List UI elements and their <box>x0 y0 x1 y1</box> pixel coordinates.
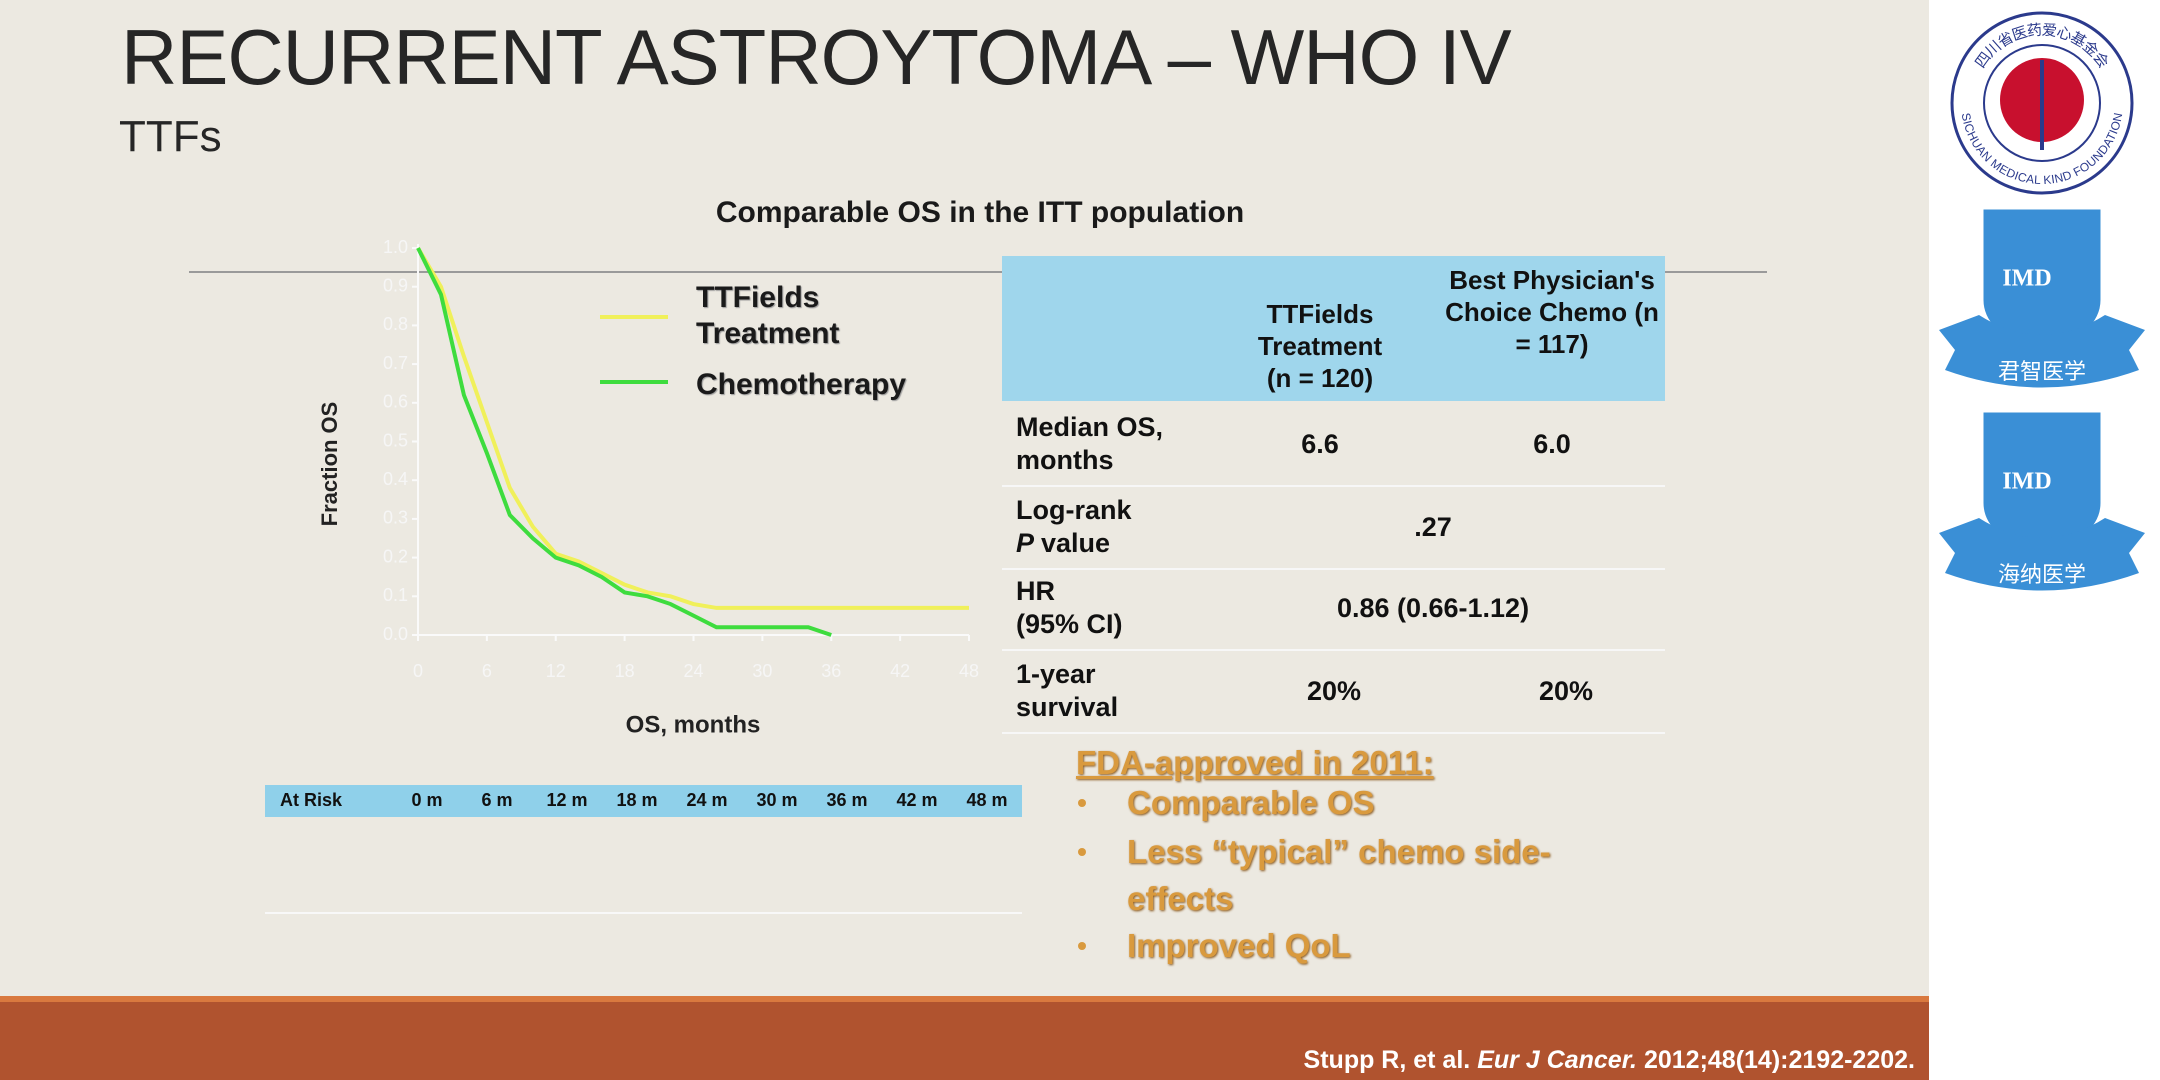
row-label: Median OS, months <box>1016 411 1216 477</box>
x-axis-label: OS, months <box>626 711 761 738</box>
label-rest: value <box>1041 528 1111 558</box>
fda-bullet: Less “typical” chemo side-effects <box>1127 833 1551 917</box>
label-italic: P <box>1016 528 1035 558</box>
row-rule <box>1002 649 1665 651</box>
slide: RECURRENT ASTROYTOMA – WHO IV TTFs Compa… <box>0 0 1929 1080</box>
y-axis-label: Fraction OS <box>317 402 342 527</box>
x-tick-label: 6 <box>482 661 492 681</box>
footer-band <box>0 1002 1929 1080</box>
panel-title: Comparable OS in the ITT population <box>715 196 1245 229</box>
x-tick-label: 0 <box>413 661 423 681</box>
row-label-line: (95% CI) <box>1016 609 1123 639</box>
row-label-line: Median OS, <box>1016 412 1164 442</box>
logo-panel: 四川省医药爱心基金会 SICHUAN MEDICAL KIND FOUNDATI… <box>1939 11 2145 591</box>
row-label-line: 1-year <box>1016 659 1096 689</box>
at-risk-header <box>265 785 1022 817</box>
x-tick-label: 36 <box>821 661 841 681</box>
badge-name: 海纳医学 <box>1998 562 2086 587</box>
row-label-line: survival <box>1016 692 1119 722</box>
y-tick-label: 0.9 <box>383 275 408 295</box>
x-tick-label: 42 <box>890 661 910 681</box>
table-column-header: Best Physician's Choice Chemo (n = 117) <box>1445 265 1659 359</box>
survival-curve <box>416 246 969 610</box>
badge-mark: IMD <box>2002 469 2051 495</box>
row-label-line: Log-rank <box>1016 495 1132 525</box>
table-cell: 20% <box>1538 676 1594 706</box>
at-risk-column: 48 m <box>966 790 1008 810</box>
x-tick-label: 24 <box>683 661 703 681</box>
table-cell: 0.86 (0.66-1.12) <box>1336 593 1530 623</box>
y-tick-label: 0.2 <box>383 546 408 566</box>
row-rule <box>1002 732 1665 734</box>
at-risk-column: 12 m <box>546 790 588 810</box>
bullet-dot <box>1078 942 1086 950</box>
y-tick-label: 0.6 <box>383 392 408 412</box>
x-tick-label: 12 <box>546 661 566 681</box>
row-label: HR (95% CI) <box>1016 575 1216 641</box>
at-risk-column: 6 m <box>481 790 513 810</box>
slide-subtitle: TTFs <box>119 112 222 161</box>
y-tick-label: 0.0 <box>383 624 408 644</box>
y-tick-label: 0.8 <box>383 314 408 334</box>
row-rule <box>1002 568 1665 570</box>
at-risk-rule <box>265 912 1022 914</box>
row-label-line: months <box>1016 445 1114 475</box>
bullet-dot <box>1078 799 1086 807</box>
at-risk-column: 0 m <box>411 790 443 810</box>
table-cell: 20% <box>1306 676 1362 706</box>
cite-details: 2012;48(14):2192-2202. <box>1643 1046 1915 1074</box>
table-cell: 6.6 <box>1301 429 1339 459</box>
survival-curve <box>416 247 832 637</box>
table-cell: .27 <box>1414 512 1452 542</box>
at-risk-column: 18 m <box>616 790 658 810</box>
at-risk-column: 30 m <box>756 790 798 810</box>
x-tick-label: 48 <box>959 661 979 681</box>
fda-bullet: Comparable OS <box>1127 784 1375 821</box>
y-tick-label: 0.4 <box>383 469 408 489</box>
badge-ribbon <box>1939 315 2145 388</box>
badge-name: 君智医学 <box>1998 359 2086 384</box>
badge-mark: IMD <box>2002 266 2051 292</box>
at-risk-column: At Risk <box>280 790 343 810</box>
badge: IMD 海纳医学 <box>1939 409 2145 591</box>
badges: IMD 君智医学 IMD 海纳医学 <box>1939 206 2145 591</box>
bullet-dot <box>1078 848 1086 856</box>
badge-ribbon <box>1939 518 2145 591</box>
at-risk-column: 42 m <box>896 790 938 810</box>
badge: IMD 君智医学 <box>1939 206 2145 388</box>
fda-bullet: Improved QoL <box>1127 927 1351 964</box>
row-label: 1-year survival <box>1016 658 1216 724</box>
y-tick-label: 0.7 <box>383 353 408 373</box>
y-tick-label: 0.3 <box>383 508 408 528</box>
y-tick-label: 1.0 <box>383 237 408 257</box>
band-stripe <box>0 996 1929 1002</box>
x-tick-label: 18 <box>615 661 635 681</box>
at-risk-column: 24 m <box>686 790 728 810</box>
fda-heading: FDA-approved in 2011: <box>1076 744 1434 781</box>
citation: Stupp R, et al. Eur J Cancer. 2012;48(14… <box>1304 1046 1915 1075</box>
row-rule <box>1002 485 1665 487</box>
x-tick-label: 30 <box>752 661 772 681</box>
table-cell: 6.0 <box>1533 429 1571 459</box>
y-tick-label: 0.5 <box>383 430 408 450</box>
row-label-line: HR <box>1016 576 1055 606</box>
cite-journal: Eur J Cancer. <box>1477 1046 1637 1074</box>
table-column-header: TTFields Treatment (n = 120) <box>1257 299 1383 393</box>
cite-authors: Stupp R, et al. <box>1303 1046 1471 1074</box>
km-plot: 0.0 0.1 0.2 0.3 0.4 0.5 0.6 0.7 0.8 0.9 1.0 0 6 12 18 2… <box>317 237 979 739</box>
y-tick-label: 0.1 <box>383 585 408 605</box>
legend-label: Chemotherapy <box>696 368 907 401</box>
legend-label: TTFields Treatment <box>696 281 840 350</box>
table-header-bg <box>1002 256 1665 401</box>
slide-title: RECURRENT ASTROYTOMA – WHO IV <box>121 13 1512 101</box>
at-risk-column: 36 m <box>826 790 868 810</box>
divider <box>189 271 1767 273</box>
